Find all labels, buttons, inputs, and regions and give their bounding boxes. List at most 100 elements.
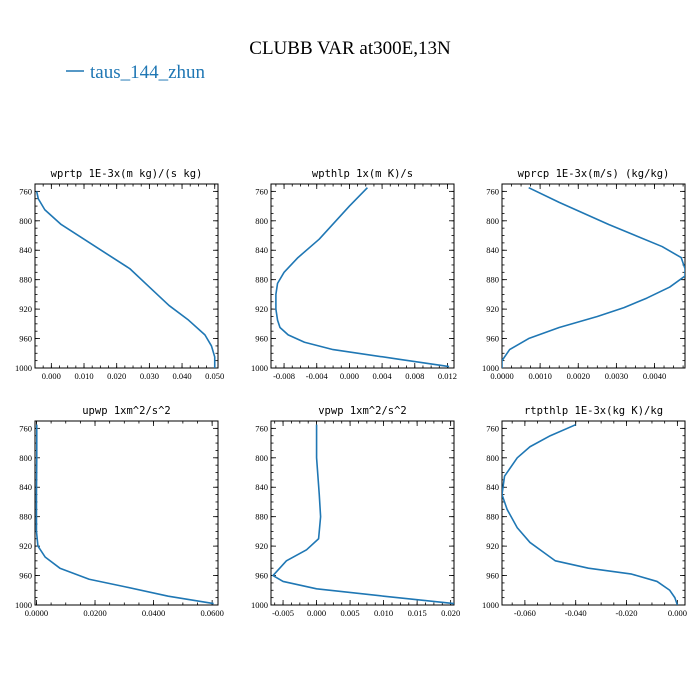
- x-tick-label: 0.010: [374, 608, 393, 618]
- x-tick-label: 0.012: [438, 371, 457, 381]
- panel-6: rtpthlp 1E-3x(kg K)/kg 760 800 840 880 920 960…: [482, 405, 687, 618]
- y-tick-label: 920: [255, 304, 268, 314]
- x-tick-label: 0.010: [74, 371, 93, 381]
- x-tick-label: 0.0600: [200, 608, 223, 618]
- panel-title: upwp 1xm^2/s^2: [82, 405, 171, 417]
- y-tick-label: 760: [486, 423, 499, 433]
- y-tick-label: 880: [19, 512, 32, 522]
- x-tick-label: 0.004: [373, 371, 393, 381]
- y-tick-label: 880: [255, 512, 268, 522]
- panel-title: vpwp 1xm^2/s^2: [318, 405, 407, 417]
- y-tick-label: 960: [255, 334, 268, 344]
- y-tick-label: 920: [486, 304, 499, 314]
- panel-title: wprtp 1E-3x(m kg)/(s kg): [51, 168, 203, 180]
- y-tick-label: 920: [19, 304, 32, 314]
- x-tick-label: -0.008: [273, 371, 295, 381]
- panel-2: wpthlp 1x(m K)/s 760 800 840 880 920 960 1000 -0…: [251, 168, 457, 381]
- x-tick-label: -0.040: [565, 608, 587, 618]
- x-tick-label: 0.0020: [567, 371, 590, 381]
- series-line: [35, 424, 214, 605]
- x-tick-label: 0.0010: [528, 371, 551, 381]
- y-tick-label: 1000: [251, 600, 268, 610]
- y-tick-label: 1000: [482, 600, 499, 610]
- plot-frame: [34, 420, 219, 606]
- x-tick-label: -0.020: [616, 608, 638, 618]
- plot-frame: [501, 420, 686, 606]
- x-tick-label: 0.050: [205, 371, 224, 381]
- x-tick-label: -0.005: [272, 608, 294, 618]
- y-tick-label: 1000: [251, 363, 268, 373]
- x-tick-label: 0.0000: [490, 371, 513, 381]
- y-tick-label: 840: [486, 482, 499, 492]
- x-tick-label: 0.0400: [142, 608, 165, 618]
- x-tick-label: 0.020: [107, 371, 126, 381]
- x-tick-label: 0.0200: [83, 608, 106, 618]
- y-tick-label: 800: [486, 216, 499, 226]
- plot-frame: [270, 420, 455, 606]
- plot-frame: [270, 183, 455, 369]
- y-tick-label: 760: [486, 186, 499, 196]
- x-tick-label: 0.000: [668, 608, 687, 618]
- y-tick-label: 800: [255, 216, 268, 226]
- y-tick-label: 840: [19, 482, 32, 492]
- x-tick-label: 0.005: [341, 608, 360, 618]
- y-tick-label: 960: [486, 571, 499, 581]
- y-tick-label: 760: [19, 186, 32, 196]
- legend: taus_144_zhun: [66, 62, 206, 83]
- x-tick-label: 0.000: [340, 371, 359, 381]
- panel-title: rtpthlp 1E-3x(kg K)/kg: [524, 405, 663, 417]
- panel-5: vpwp 1xm^2/s^2 760 800 840 880 920 960 1000 -0.0…: [251, 405, 460, 618]
- x-tick-label: -0.060: [514, 608, 536, 618]
- plot-frame: [34, 183, 219, 369]
- y-tick-label: 960: [19, 571, 32, 581]
- y-tick-label: 840: [19, 245, 32, 255]
- x-tick-label: 0.000: [42, 371, 61, 381]
- y-tick-label: 880: [486, 275, 499, 285]
- panel-title: wprcp 1E-3x(m/s) (kg/kg): [518, 168, 670, 180]
- y-tick-label: 960: [255, 571, 268, 581]
- y-tick-label: 1000: [15, 600, 32, 610]
- series-line: [35, 191, 216, 368]
- series-line: [275, 187, 450, 368]
- plot-frame: [501, 183, 686, 369]
- y-tick-label: 840: [255, 482, 268, 492]
- y-tick-label: 840: [486, 245, 499, 255]
- panel-3: wprcp 1E-3x(m/s) (kg/kg) 760 800 840 880 920 9…: [482, 168, 686, 381]
- legend-label: taus_144_zhun: [90, 62, 206, 83]
- series-line: [272, 424, 454, 605]
- y-tick-label: 920: [255, 541, 268, 551]
- y-tick-label: 800: [19, 453, 32, 463]
- y-tick-label: 960: [486, 334, 499, 344]
- x-tick-label: -0.004: [306, 371, 329, 381]
- y-tick-label: 800: [486, 453, 499, 463]
- y-tick-label: 1000: [15, 363, 32, 373]
- x-tick-label: 0.000: [307, 608, 326, 618]
- x-tick-label: 0.030: [140, 371, 159, 381]
- panel-1: wprtp 1E-3x(m kg)/(s kg) 760 800 840 880 920 9…: [15, 168, 224, 381]
- y-tick-label: 760: [255, 186, 268, 196]
- x-tick-label: 0.0040: [643, 371, 666, 381]
- x-tick-label: 0.0000: [25, 608, 48, 618]
- y-tick-label: 880: [486, 512, 499, 522]
- x-tick-label: 0.040: [172, 371, 191, 381]
- y-tick-label: 840: [255, 245, 268, 255]
- y-tick-label: 800: [19, 216, 32, 226]
- y-tick-label: 920: [19, 541, 32, 551]
- y-tick-label: 800: [255, 453, 268, 463]
- y-tick-label: 960: [19, 334, 32, 344]
- series-line: [502, 423, 679, 605]
- x-tick-label: 0.020: [441, 608, 460, 618]
- panel-title: wpthlp 1x(m K)/s: [312, 168, 413, 180]
- panel-4: upwp 1xm^2/s^2 760 800 840 880 920 960 10000.00…: [15, 405, 224, 618]
- figure-title: CLUBB VAR at300E,13N: [249, 38, 451, 59]
- y-tick-label: 1000: [482, 363, 499, 373]
- x-tick-label: 0.008: [405, 371, 424, 381]
- y-tick-label: 880: [19, 275, 32, 285]
- x-tick-label: 0.015: [408, 608, 427, 618]
- y-tick-label: 880: [255, 275, 268, 285]
- y-tick-label: 920: [486, 541, 499, 551]
- y-tick-label: 760: [19, 423, 32, 433]
- y-tick-label: 760: [255, 423, 268, 433]
- x-tick-label: 0.0030: [605, 371, 628, 381]
